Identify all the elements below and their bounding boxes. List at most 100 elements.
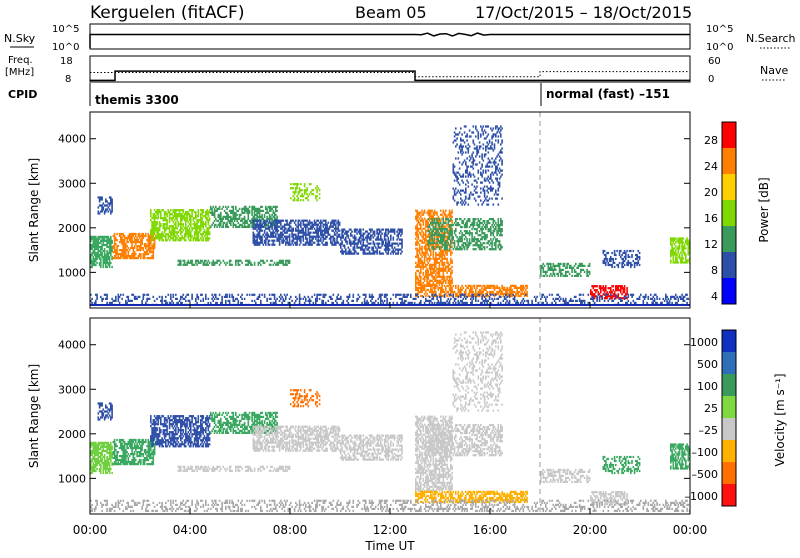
scatter-cell: [283, 229, 286, 232]
scatter-cell: [208, 225, 211, 228]
scatter-cell: [92, 263, 95, 267]
scatter-cell: [425, 239, 427, 242]
scatter-cell: [253, 223, 256, 226]
scatter-cell: [483, 222, 486, 225]
scatter-cell: [428, 217, 431, 220]
scatter-cell: [112, 251, 115, 254]
scatter-cell: [193, 221, 196, 224]
scatter-cell: [470, 191, 472, 194]
scatter-cell: [526, 292, 528, 296]
scatter-cell: [463, 226, 466, 229]
scatter-cell: [447, 261, 450, 264]
scatter-cell: [292, 235, 295, 238]
scatter-cell: [358, 228, 361, 231]
scatter-cell: [433, 228, 436, 231]
scatter-cell: [441, 275, 443, 278]
scatter-cell: [686, 261, 688, 264]
scatter-cell: [255, 223, 257, 226]
scatter-cell: [267, 205, 270, 208]
scatter-cell: [455, 234, 457, 237]
scatter-cell: [161, 239, 163, 242]
scatter-cell: [496, 173, 498, 176]
scatter-cell: [431, 275, 433, 278]
scatter-cell: [266, 223, 268, 226]
scatter-cell: [448, 245, 451, 248]
scatter-cell: [97, 253, 100, 257]
scatter-cell: [421, 263, 423, 266]
scatter-cell: [458, 167, 461, 170]
scatter-cell: [481, 286, 483, 289]
scatter-cell: [361, 244, 363, 247]
scatter-cell: [252, 221, 255, 224]
scatter-cell: [610, 259, 612, 263]
scatter-cell: [285, 241, 287, 244]
scatter-cell: [437, 240, 440, 243]
scatter-cell: [248, 261, 251, 264]
scatter-cell: [337, 233, 340, 236]
scatter-cell: [623, 285, 626, 288]
scatter-cell: [318, 235, 321, 238]
scatter-cell: [418, 273, 421, 276]
scatter-cell: [273, 243, 276, 246]
scatter-cell: [183, 259, 186, 262]
scatter-cell: [117, 253, 120, 256]
scatter-cell: [240, 259, 242, 262]
scatter-cell: [156, 211, 158, 214]
scatter-cell: [220, 223, 222, 226]
scatter-cell: [682, 245, 685, 248]
scatter-cell: [421, 265, 423, 268]
scatter-cell: [110, 210, 112, 213]
scatter-cell: [472, 125, 475, 128]
scatter-cell: [271, 235, 273, 238]
scatter-cell: [296, 185, 298, 188]
scatter-cell: [435, 286, 437, 289]
scatter-cell: [497, 169, 500, 172]
scatter-cell: [253, 233, 256, 236]
scatter-cell: [113, 249, 116, 252]
scatter-cell: [441, 243, 443, 246]
scatter-cell: [448, 286, 451, 289]
scatter-cell: [392, 248, 395, 251]
scatter-cell: [93, 235, 96, 238]
scatter-cell: [461, 244, 463, 247]
scatter-cell: [540, 268, 542, 271]
scatter-cell: [257, 263, 260, 266]
scatter-cell: [323, 237, 326, 240]
scatter-cell: [496, 193, 498, 196]
scatter-cell: [190, 217, 192, 220]
scatter-cell: [490, 286, 492, 289]
scatter-cell: [580, 270, 582, 273]
scatter-cell: [235, 211, 237, 214]
scatter-cell: [572, 266, 575, 269]
scatter-cell: [446, 215, 448, 218]
scatter-cell: [118, 241, 121, 244]
scatter-cell: [442, 225, 445, 228]
scatter-cell: [440, 247, 442, 250]
scatter-cell: [430, 242, 432, 245]
scatter-cell: [355, 238, 357, 241]
scatter-cell: [123, 234, 126, 238]
scatter-cell: [90, 253, 92, 257]
scatter-cell: [440, 213, 442, 216]
scatter-cell: [415, 261, 417, 264]
scatter-cell: [343, 232, 346, 235]
scatter-cell: [478, 288, 481, 291]
scatter-cell: [481, 127, 483, 130]
scatter-cell: [103, 210, 106, 213]
scatter-cell: [681, 261, 683, 264]
scatter-cell: [478, 246, 481, 249]
scatter-cell: [438, 292, 441, 296]
scatter-cell: [110, 253, 112, 257]
scatter-cell: [178, 211, 181, 214]
scatter-cell: [558, 264, 561, 267]
scatter-cell: [451, 241, 453, 244]
scatter-cell: [492, 181, 495, 184]
scatter-cell: [350, 228, 352, 231]
scatter-cell: [378, 242, 381, 245]
scatter-cell: [625, 257, 627, 261]
scatter-cell: [433, 234, 436, 237]
scatter-cell: [210, 211, 212, 214]
scatter-cell: [158, 209, 161, 212]
scatter-cell: [137, 241, 140, 244]
scatter-cell: [417, 263, 420, 266]
